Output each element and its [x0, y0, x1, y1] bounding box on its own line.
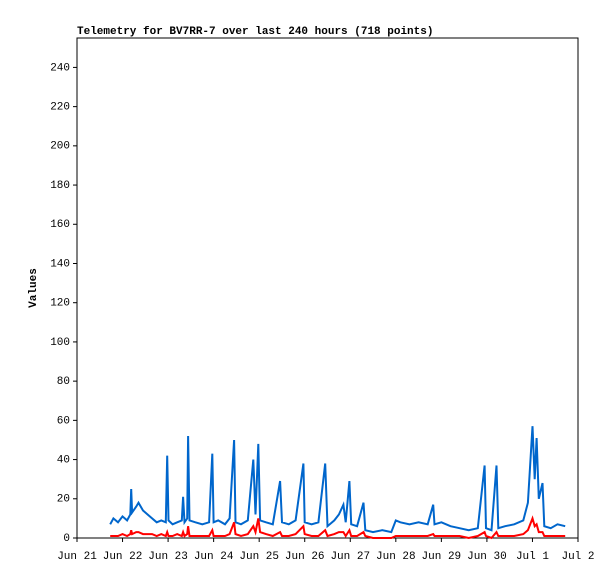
series-line [110, 515, 566, 540]
y-tick-label: 100 [50, 337, 70, 349]
y-tick-label: 80 [57, 376, 70, 388]
y-tick-label: 200 [50, 141, 70, 153]
x-tick-label: Jul 1 [516, 551, 549, 563]
plot-frame [76, 37, 579, 539]
x-tick-label: Jun 26 [285, 551, 325, 563]
x-tick-label: Jun 24 [194, 551, 234, 563]
y-tick-label: 180 [50, 180, 70, 192]
y-tick-label: 240 [50, 62, 70, 74]
y-tick-label: 120 [50, 298, 70, 310]
y-tick-label: 60 [57, 415, 70, 427]
x-tick-label: Jun 22 [103, 551, 143, 563]
x-tick-label: Jun 21 [57, 551, 97, 563]
x-tick-label: Jun 23 [148, 551, 188, 563]
y-tick-label: 140 [50, 258, 70, 270]
x-tick-label: Jun 28 [376, 551, 416, 563]
y-axis-label: Values [28, 268, 40, 308]
x-tick-label: Jun 27 [330, 551, 370, 563]
y-tick-label: 20 [57, 494, 70, 506]
x-tick-label: Jul 2 [561, 551, 594, 563]
y-tick-label: 160 [50, 219, 70, 231]
chart-title: Telemetry for BV7RR-7 over last 240 hour… [77, 26, 433, 38]
x-tick-label: Jun 25 [239, 551, 279, 563]
x-tick-label: Jun 30 [467, 551, 507, 563]
x-tick-label: Jun 29 [422, 551, 462, 563]
series-line [109, 426, 566, 534]
y-tick-label: 220 [50, 102, 70, 114]
y-tick-label: 0 [63, 533, 70, 545]
y-tick-label: 40 [57, 454, 70, 466]
